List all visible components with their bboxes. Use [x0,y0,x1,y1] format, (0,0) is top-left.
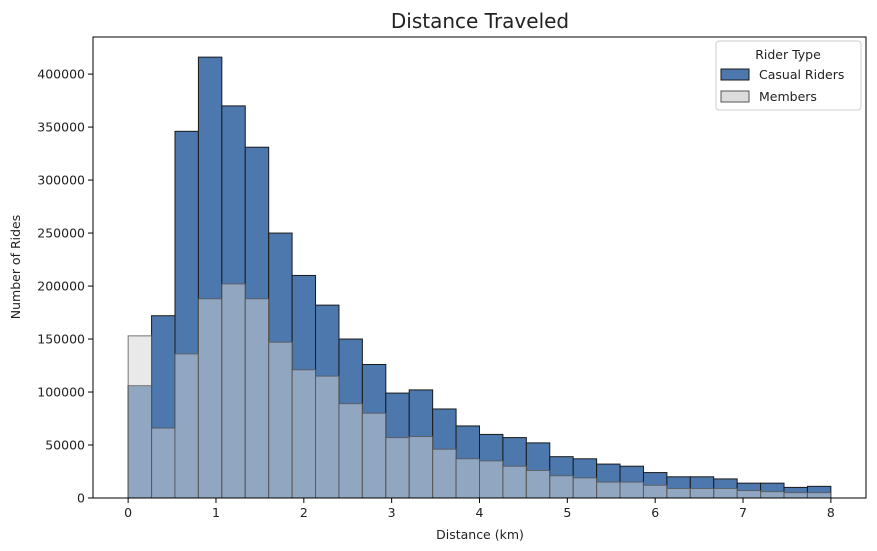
bar-members [736,490,762,499]
bar-members [197,298,223,499]
bar-members [713,487,738,499]
bar-members [572,477,598,499]
y-tick-label: 400000 [37,67,85,82]
bar-members [549,475,574,499]
bar-members [174,353,199,499]
x-tick-label: 1 [212,505,220,520]
bar-members [268,341,293,499]
bar-members [806,492,832,499]
bar-members [315,375,340,499]
legend-label-members: Members [759,89,817,104]
legend: Rider Type Casual Riders Members [715,40,862,111]
bar-members [642,484,668,499]
bars-group [127,56,832,499]
bar-members [127,335,153,499]
y-tick-label: 250000 [37,226,85,241]
legend-box [715,40,862,111]
y-axis-label: Number of Rides [8,215,23,320]
bar-members [619,481,644,499]
legend-label-casual-riders: Casual Riders [759,67,844,82]
bar-members [151,427,176,499]
bar-members [385,437,410,499]
x-tick-label: 5 [563,505,571,520]
x-tick-label: 0 [124,505,132,520]
bar-members [525,469,551,499]
y-tick-label: 150000 [37,332,85,347]
bar-members [783,492,808,499]
y-tick-label: 300000 [37,173,85,188]
bar-members [502,465,527,499]
legend-title: Rider Type [755,47,821,62]
x-tick-label: 2 [300,505,308,520]
x-tick-label: 3 [388,505,396,520]
x-tick-label: 6 [651,505,659,520]
bar-members [689,487,715,499]
y-tick-label: 350000 [37,120,85,135]
bar-members [244,298,270,499]
y-tick-label: 100000 [37,385,85,400]
bar-members [291,369,317,499]
x-axis-label: Distance (km) [436,527,524,542]
bar-members [361,412,387,499]
x-tick-label: 4 [476,505,484,520]
bar-members [432,448,457,499]
bar-members [666,487,691,499]
chart-title: Distance Traveled [391,9,569,33]
x-tick-label: 7 [739,505,747,520]
axes-group: 0 1 2 3 4 5 6 7 8 0 50000 100000 150000 200000 250000 3… [37,36,867,520]
y-tick-label: 0 [77,491,85,506]
bar-members [760,491,785,499]
legend-swatch-casual-riders [720,68,750,81]
bar-members [455,458,480,499]
bar-members [338,403,363,499]
bar-members [221,283,246,499]
bar-members [596,481,621,499]
legend-swatch-members [720,90,750,103]
y-tick-label: 200000 [37,279,85,294]
bar-members [479,460,504,499]
y-tick-label: 50000 [45,438,85,453]
x-tick-label: 8 [827,505,835,520]
bar-members [408,436,434,499]
